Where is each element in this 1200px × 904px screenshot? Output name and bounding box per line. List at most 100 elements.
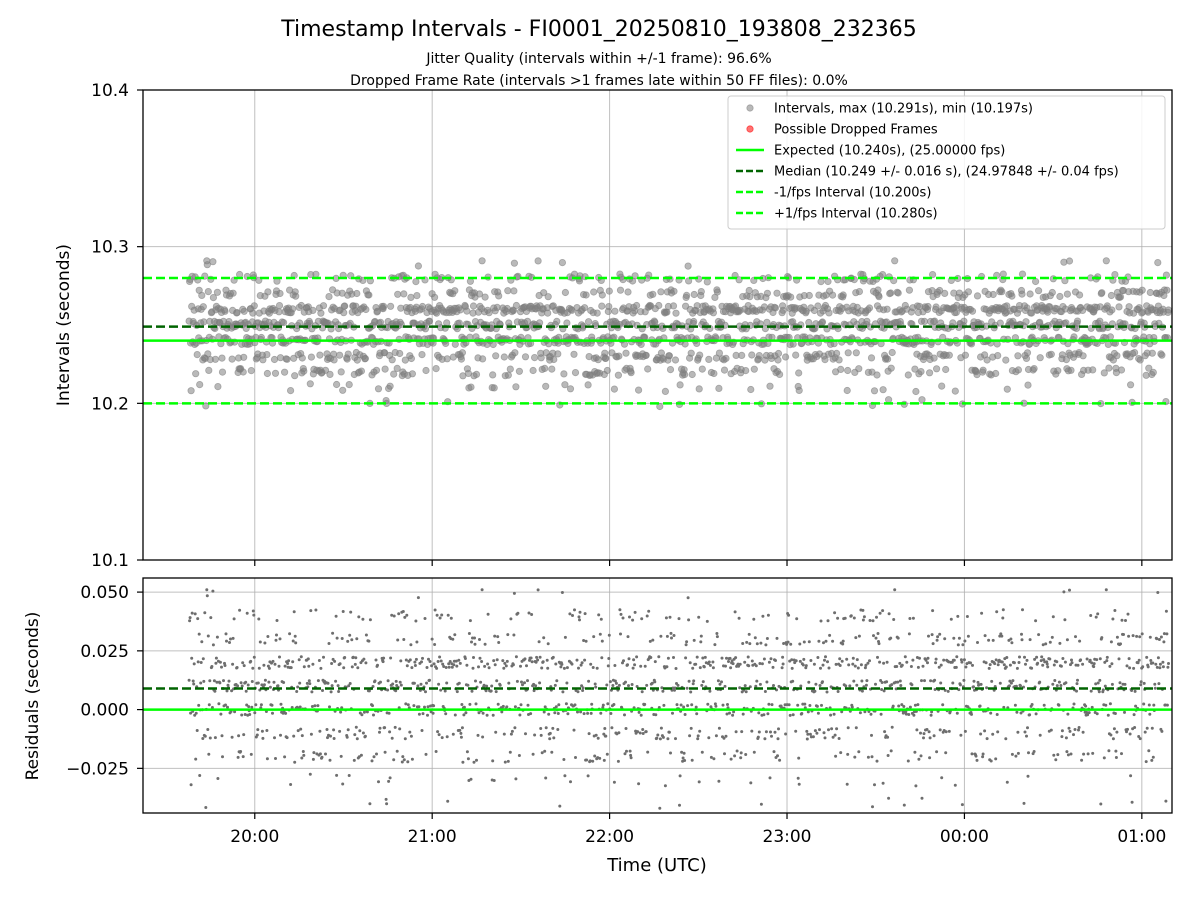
- residual-point: [800, 712, 804, 715]
- residual-point: [946, 689, 950, 693]
- residual-point: [316, 679, 320, 683]
- residual-point: [194, 757, 198, 761]
- interval-point: [1145, 364, 1153, 372]
- residual-point: [735, 749, 739, 753]
- residual-point: [554, 705, 558, 709]
- residual-point: [277, 664, 281, 668]
- interval-point: [603, 366, 611, 375]
- residual-point: [729, 757, 733, 761]
- residual-point: [517, 754, 521, 757]
- residual-point: [375, 752, 378, 756]
- residual-point: [512, 633, 516, 637]
- residual-point: [1055, 684, 1059, 688]
- interval-point: [233, 308, 241, 317]
- residual-point: [248, 713, 252, 716]
- residual-point: [633, 610, 637, 614]
- residual-point: [769, 730, 772, 734]
- residual-point: [351, 655, 355, 659]
- residual-point: [678, 774, 682, 778]
- residual-point: [623, 713, 626, 717]
- residual-point: [189, 783, 193, 787]
- residual-point: [919, 731, 922, 735]
- residual-point: [533, 733, 537, 737]
- residual-point: [449, 616, 453, 620]
- interval-point: [276, 289, 284, 298]
- interval-point: [930, 317, 939, 325]
- residual-point: [877, 642, 881, 646]
- residual-point: [520, 680, 523, 684]
- residual-point: [847, 663, 851, 667]
- residual-point: [869, 712, 873, 716]
- residual-point: [969, 661, 972, 665]
- residual-point: [1091, 751, 1095, 755]
- residual-point: [513, 705, 517, 709]
- residual-point: [394, 679, 398, 683]
- interval-point: [1113, 352, 1121, 360]
- interval-point: [561, 288, 570, 297]
- interval-point: [515, 367, 524, 375]
- residual-point: [991, 638, 995, 642]
- residual-point: [1038, 680, 1042, 684]
- interval-point: [422, 366, 430, 375]
- residual-point: [1015, 666, 1019, 670]
- residual-point: [705, 619, 709, 623]
- residual-point: [538, 681, 542, 685]
- residual-point: [844, 684, 848, 688]
- residual-point: [214, 661, 218, 665]
- residual-point: [474, 679, 477, 683]
- residual-point: [430, 637, 434, 641]
- residual-point: [1137, 735, 1141, 738]
- interval-point: [774, 356, 782, 364]
- residual-point: [996, 663, 1000, 667]
- residual-point: [1123, 682, 1127, 686]
- residual-point: [934, 657, 938, 661]
- residual-point: [1159, 635, 1163, 639]
- residual-point: [790, 666, 794, 670]
- residual-point: [952, 636, 956, 640]
- residual-point: [513, 726, 517, 730]
- residual-point: [959, 733, 963, 737]
- residual-point: [658, 806, 662, 810]
- residual-point: [336, 684, 340, 688]
- residual-point: [659, 634, 663, 638]
- residual-point: [403, 737, 407, 741]
- residual-point: [199, 661, 203, 664]
- residual-point: [455, 690, 459, 694]
- interval-point: [571, 368, 580, 377]
- interval-point: [781, 353, 790, 361]
- residual-point: [341, 782, 345, 786]
- residual-point: [600, 639, 604, 643]
- residual-point: [451, 637, 455, 641]
- interval-point: [642, 351, 650, 359]
- residual-point: [576, 690, 580, 694]
- residual-point: [1080, 758, 1084, 762]
- residual-point: [605, 683, 609, 687]
- residual-point: [402, 758, 406, 762]
- residual-point: [1051, 615, 1055, 619]
- residual-point: [385, 802, 389, 806]
- residual-point: [685, 640, 689, 644]
- residual-point: [668, 615, 672, 619]
- residual-point: [518, 713, 522, 717]
- residual-point: [1025, 658, 1029, 662]
- residual-point: [638, 731, 642, 735]
- residual-point: [618, 608, 622, 612]
- interval-point: [1107, 291, 1116, 300]
- residual-point: [551, 655, 555, 659]
- residual-point: [1124, 619, 1127, 622]
- residual-point: [350, 665, 354, 669]
- residual-point: [462, 713, 466, 717]
- interval-point: [867, 354, 876, 362]
- interval-point: [1036, 354, 1044, 362]
- residual-point: [566, 712, 570, 716]
- residual-point: [961, 643, 965, 647]
- residual-point: [364, 661, 368, 665]
- residual-point: [871, 805, 874, 809]
- residual-point: [656, 733, 660, 737]
- residual-point: [374, 658, 378, 662]
- residual-point: [292, 734, 296, 738]
- residual-point: [814, 682, 818, 686]
- residual-point: [1114, 756, 1118, 759]
- residual-point: [664, 616, 668, 620]
- residual-point: [1136, 661, 1140, 665]
